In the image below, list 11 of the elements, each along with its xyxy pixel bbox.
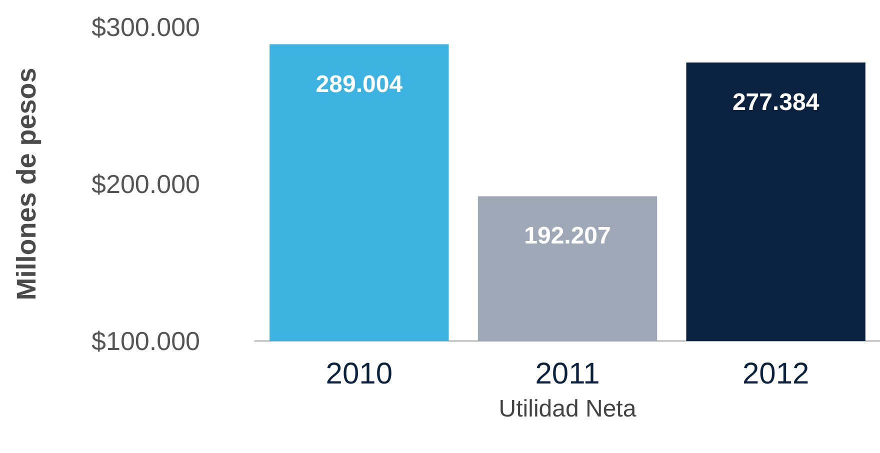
x-tick-label: 2012 [742, 358, 810, 390]
x-tick-label: 2010 [326, 358, 393, 390]
data-label: 289.004 [316, 70, 404, 98]
x-tick-label: 2011 [535, 358, 600, 390]
y-tick-label: $100.000 [92, 326, 200, 356]
y-axis-title: Millones de pesos [12, 68, 42, 300]
y-tick-label: $200.000 [92, 169, 200, 199]
y-tick-label: $300.000 [92, 12, 200, 42]
x-axis-title: Utilidad Neta [498, 396, 637, 422]
data-label: 192.207 [524, 222, 611, 250]
data-label: 277.384 [732, 89, 820, 116]
